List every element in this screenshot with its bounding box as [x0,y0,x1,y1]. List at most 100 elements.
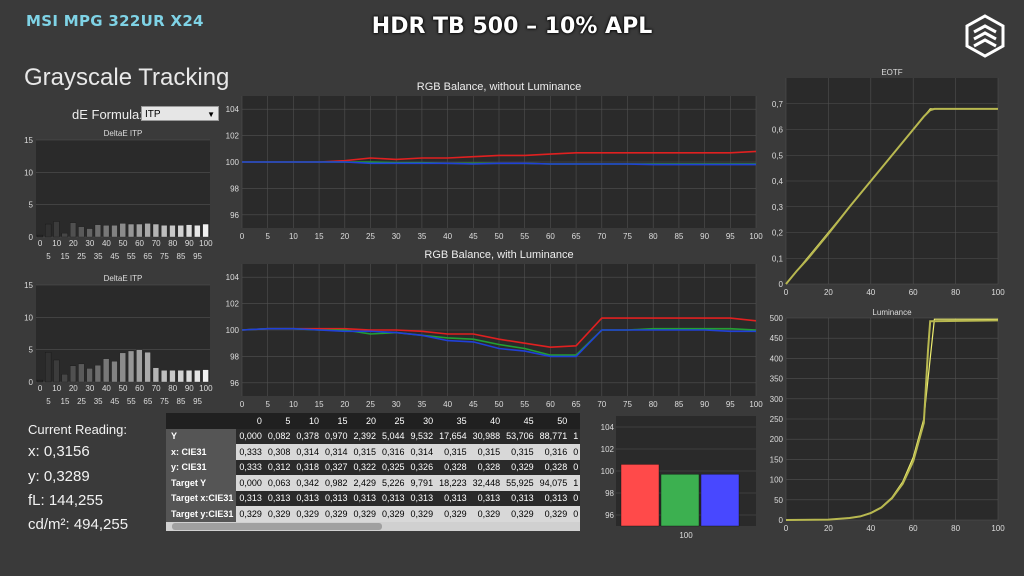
x-tick-label: 100 [991,524,1005,533]
table-cell: 0,313 [503,490,537,506]
x-tick-label: 40 [866,288,875,297]
red-series-line [241,317,757,349]
table-row[interactable]: Target y:CIE31 0,329 0,329 0,329 0,329 0,329 0… [166,506,580,522]
column-header[interactable]: 40 [469,413,504,429]
y-tick-label: 0,2 [772,229,784,238]
table-cell: 0,082 [264,428,294,444]
x-tick-label: 20 [69,239,78,248]
column-header[interactable]: 45 [503,413,537,429]
bar [144,223,151,238]
y-tick-label: 15 [24,136,33,145]
bar [127,223,135,238]
x-tick-label: 75 [160,397,169,406]
y-tick-label: 0,6 [772,126,784,135]
table-cell: 32,448 [469,475,504,491]
bar [69,222,77,238]
x-tick-label: 20 [824,524,833,533]
y-tick-label: 104 [226,105,240,114]
table-cell: 0 [570,444,580,460]
table-row[interactable]: y: CIE31 0,333 0,312 0,318 0,327 0,322 0,325 0,… [166,459,580,475]
x-tick-label: 90 [700,400,709,409]
x-tick-label: 65 [572,232,581,241]
bar [53,221,60,238]
column-header[interactable]: 50 [536,413,571,429]
bar [103,225,110,238]
x-tick-label: 55 [127,397,136,406]
x-tick-label: 95 [193,397,202,406]
bar [36,234,43,238]
column-header[interactable]: 15 [321,413,351,429]
chart-title: DeltaE ITP [104,129,143,138]
x-tick-label: 15 [61,252,70,261]
table-row[interactable]: Y 0,000 0,082 0,378 0,970 2,392 5,044 9,532 17,6… [166,428,580,444]
table-cell: 0,000 [236,475,265,491]
row-header: Target y:CIE31 [166,506,237,522]
bar [161,225,168,238]
table-cell: 0,328 [436,459,470,475]
x-tick-label: 55 [520,400,529,409]
bar [169,370,176,383]
x-tick-label: 95 [193,252,202,261]
x-tick-label: 55 [127,252,136,261]
table-row[interactable]: Target x:CIE31 0,313 0,313 0,313 0,313 0,313 0… [166,490,580,506]
table-cell: 0,312 [264,459,294,475]
column-header[interactable]: 30 [407,413,437,429]
table-cell: 0,313 [350,490,380,506]
table-cell: 30,988 [469,428,504,444]
column-header[interactable] [166,413,237,429]
x-tick-label: 0 [38,239,43,248]
bar [202,369,209,383]
table-cell: 0,314 [321,444,351,460]
scrollbar-thumb[interactable] [172,523,382,530]
y-tick-label: 102 [226,132,240,141]
table-cell: 2,392 [350,428,380,444]
table-cell: 0,329 [436,506,470,522]
table-row[interactable]: x: CIE31 0,333 0,308 0,314 0,314 0,315 0,316 0,… [166,444,580,460]
y-tick-label: 300 [770,395,784,404]
table-cell: 0,329 [264,506,294,522]
blue-bar [700,474,740,527]
x-tick-label: 85 [177,252,186,261]
y-tick-label: 10 [24,168,33,177]
bar [194,370,201,383]
x-tick-label: 95 [726,400,735,409]
x-tick-label: 70 [152,239,161,248]
x-tick-label: 5 [265,232,270,241]
y-tick-label: 200 [770,435,784,444]
column-header[interactable]: 0 [236,413,265,429]
x-tick-label: 100 [749,400,763,409]
column-header[interactable]: 5 [264,413,294,429]
x-tick-label: 90 [185,239,194,248]
column-header[interactable]: 20 [350,413,380,429]
table-row[interactable]: Target Y 0,000 0,063 0,342 0,982 2,429 5,226 9,… [166,475,580,491]
x-tick-label: 45 [469,232,478,241]
x-tick-label: 60 [546,400,555,409]
column-header[interactable]: 35 [436,413,470,429]
measurement-table[interactable]: 0 5 10 15 20 25 30 35 40 45 50 Y 0,000 0,082 0,378 0,97… [166,413,580,531]
table-cell: 0,378 [293,428,322,444]
bar [127,350,135,383]
x-tick-label: 25 [77,397,86,406]
monitor-model-title: MSI MPG 322UR X24 [26,12,204,30]
table-cell: 17,654 [436,428,470,444]
x-tick-label: 25 [366,400,375,409]
brand-logo-icon [964,14,1006,62]
y-tick-label: 50 [774,496,783,505]
bar [194,225,201,238]
y-tick-label: 10 [24,313,33,322]
de-formula-select[interactable]: ITP ▼ [141,106,219,121]
y-tick-label: 250 [770,415,784,424]
table-cell: 0,327 [321,459,351,475]
column-header[interactable]: 10 [293,413,322,429]
bar [53,359,60,383]
table-cell: 0,329 [293,506,322,522]
page-title: Grayscale Tracking [24,64,230,91]
bar [119,223,126,238]
eotf-chart: EOTF 0 0,1 0,2 0,3 0,4 0,5 0,6 0,7 0 20 40 60 80 100 [772,68,1005,297]
column-header[interactable] [570,413,580,429]
x-tick-label: 85 [674,400,683,409]
bar [119,352,126,383]
row-header: x: CIE31 [166,444,237,460]
column-header[interactable]: 25 [379,413,408,429]
bar [136,223,143,238]
